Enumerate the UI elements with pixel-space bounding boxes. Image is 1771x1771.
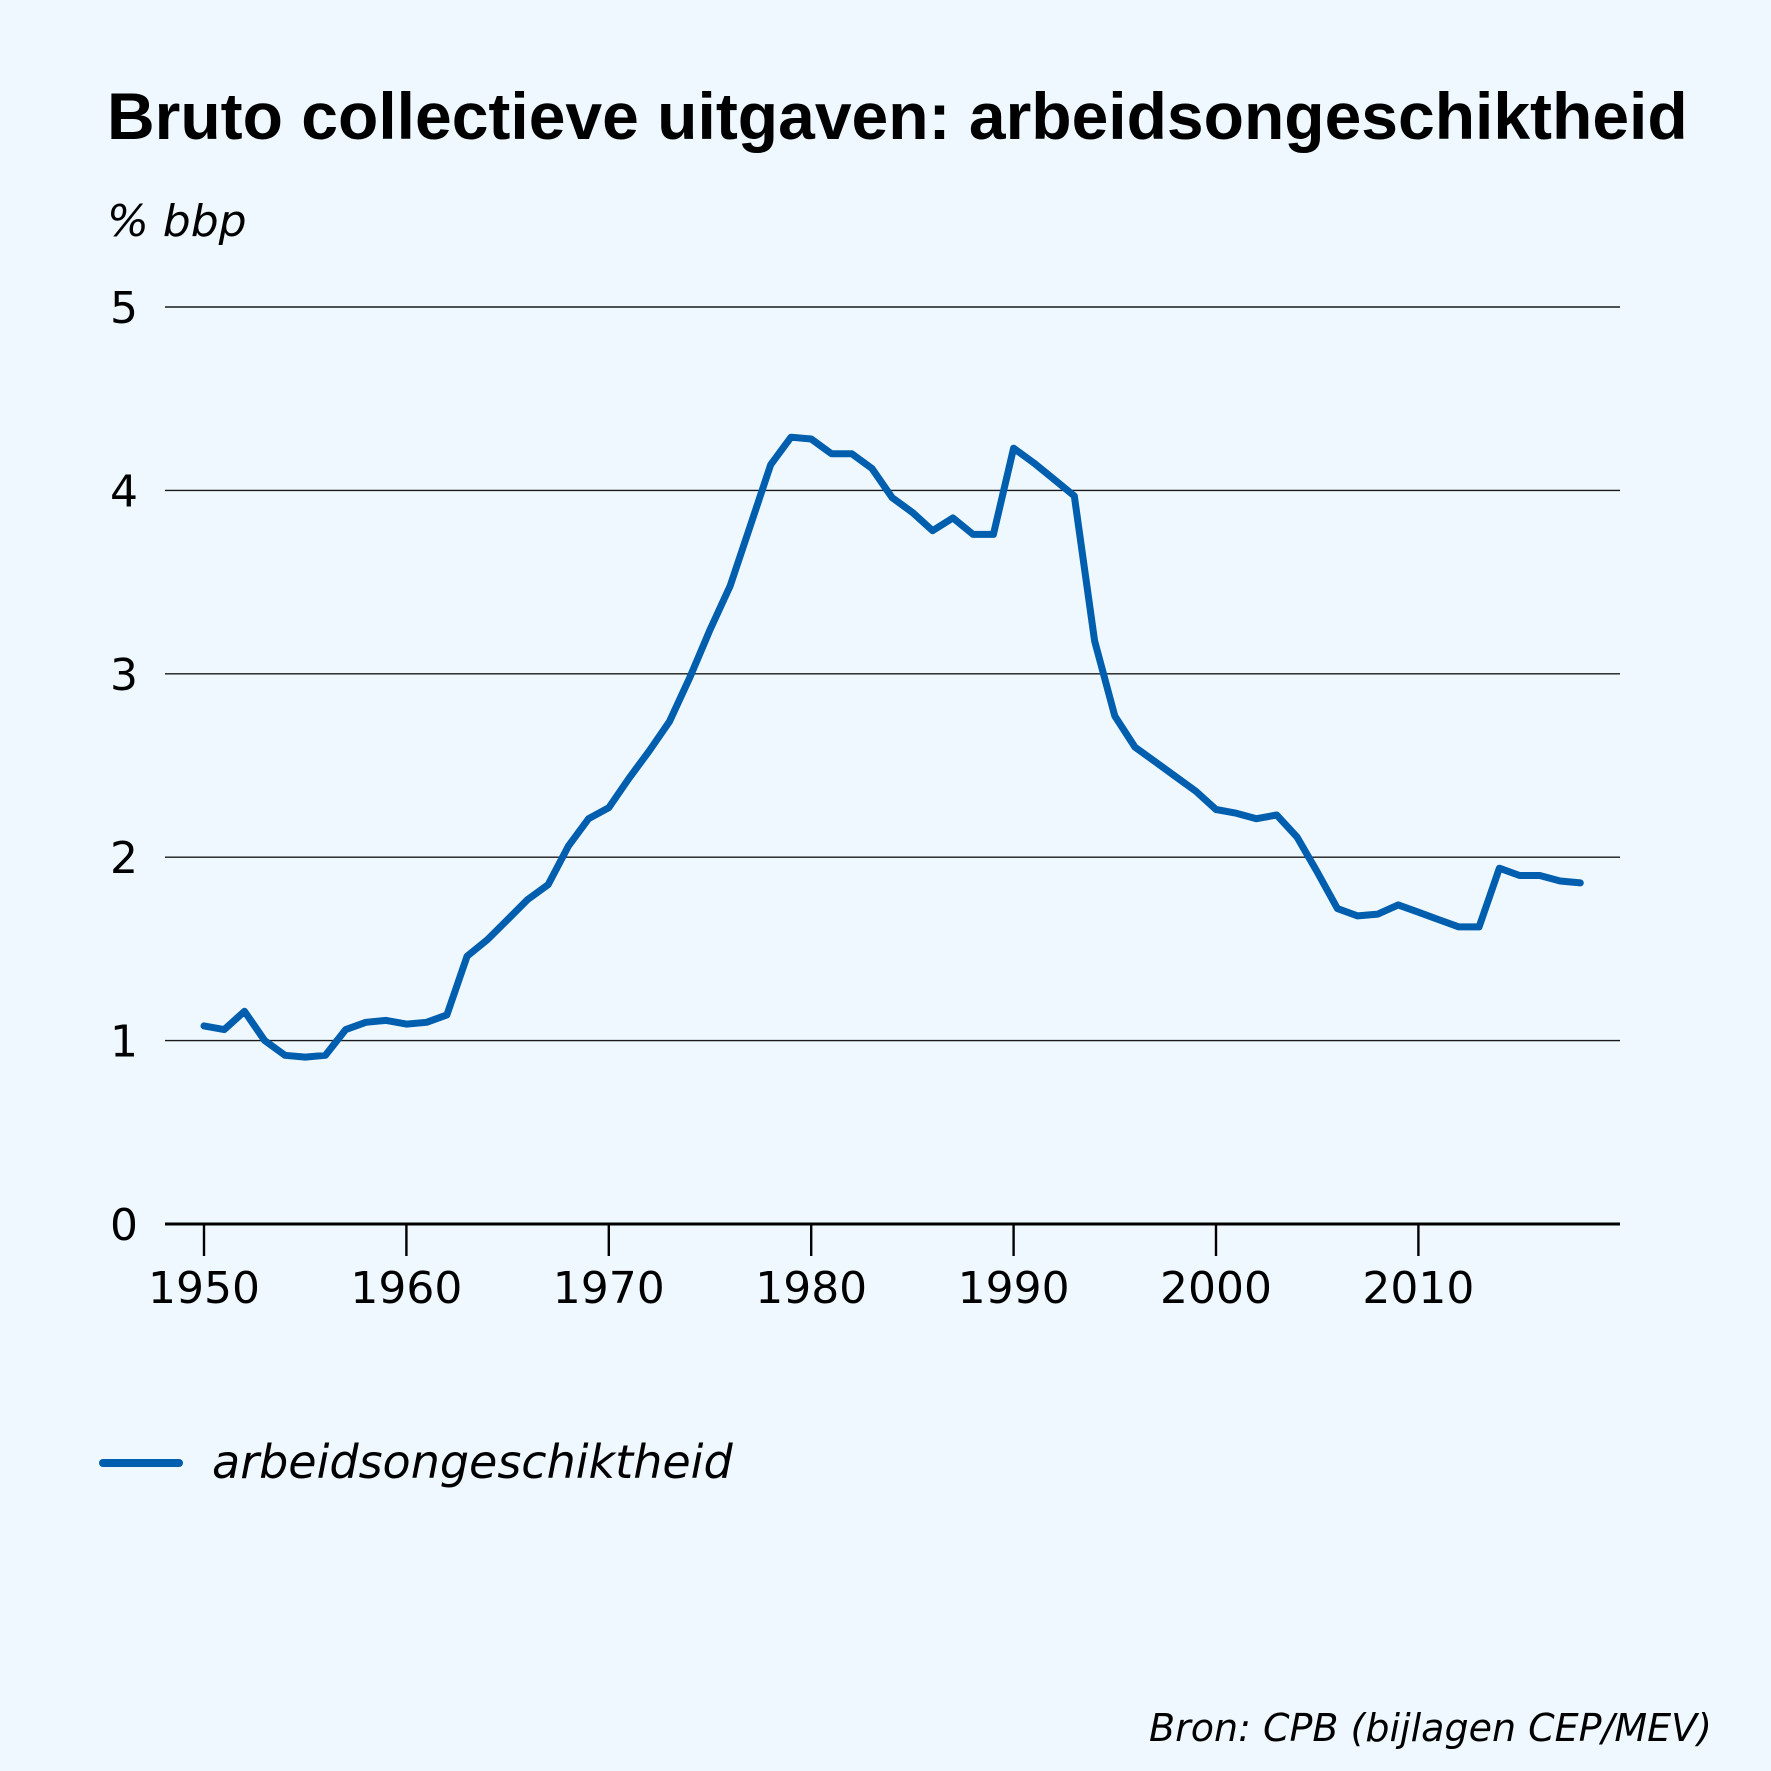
y-axis-ticks: 0 1 2 3 4 5 xyxy=(110,283,138,1251)
gridlines xyxy=(165,306,1620,1226)
y-tick-label-2: 2 xyxy=(110,833,138,884)
x-tick-label-1990: 1990 xyxy=(958,1263,1070,1314)
chart-title: Bruto collectieve uitgaven: arbeidsonges… xyxy=(107,79,1688,153)
x-tick-label-2000: 2000 xyxy=(1160,1263,1272,1314)
x-tick-label-2010: 2010 xyxy=(1362,1263,1474,1314)
x-axis-ticks: 1950 1960 1970 1980 1990 2000 2010 xyxy=(148,1224,1474,1314)
x-tick-label-1950: 1950 xyxy=(148,1263,260,1314)
series-lines xyxy=(200,433,1584,1061)
x-tick-label-1970: 1970 xyxy=(553,1263,665,1314)
legend: arbeidsongeschiktheid xyxy=(99,1435,733,1489)
y-tick-label-5: 5 xyxy=(110,283,138,334)
y-axis-label: % bbp xyxy=(107,196,247,247)
y-tick-label-0: 0 xyxy=(110,1200,138,1251)
y-tick-label-3: 3 xyxy=(110,650,138,701)
y-tick-label-1: 1 xyxy=(110,1017,138,1068)
legend-label: arbeidsongeschiktheid xyxy=(212,1435,733,1489)
y-tick-label-4: 4 xyxy=(110,466,138,517)
x-tick-label-1980: 1980 xyxy=(755,1263,867,1314)
source-note: Bron: CPB (bijlagen CEP/MEV) xyxy=(1149,1706,1712,1750)
series-line-arbeidsongeschiktheid xyxy=(200,433,1584,1061)
x-tick-label-1960: 1960 xyxy=(350,1263,462,1314)
